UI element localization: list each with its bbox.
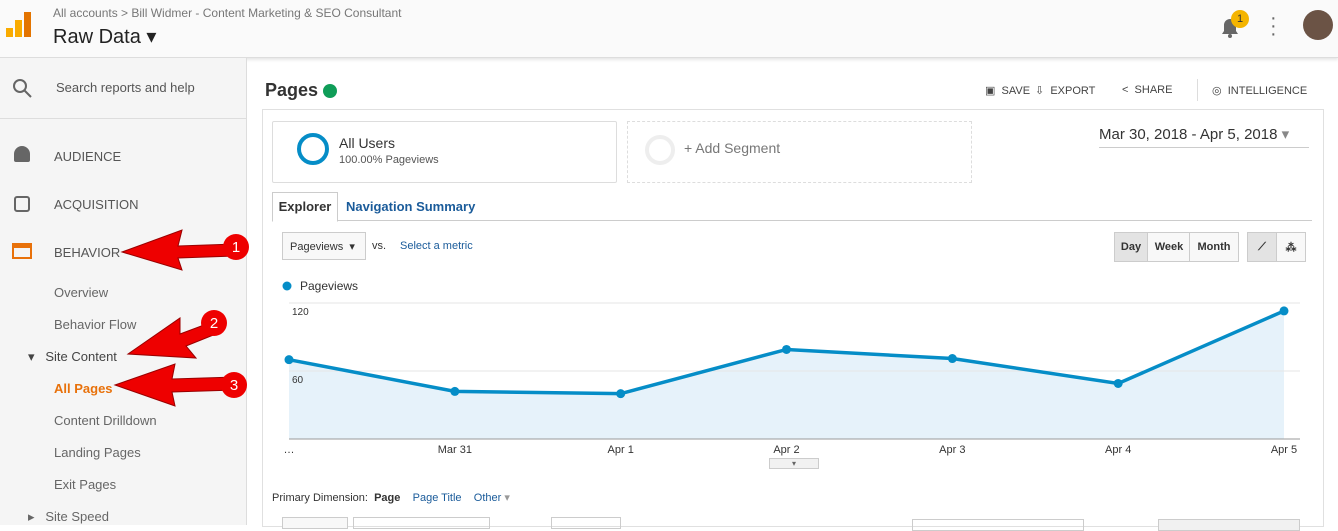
behavior-icon bbox=[12, 243, 32, 259]
chart-type-active[interactable]: ⟋ bbox=[1247, 232, 1277, 262]
table-toolbar bbox=[551, 517, 621, 529]
table-toolbar bbox=[1158, 519, 1300, 531]
label[interactable]: SHARE bbox=[1134, 84, 1173, 96]
person-icon bbox=[14, 146, 30, 162]
tab-line bbox=[272, 220, 1312, 221]
label[interactable]: EXPORT bbox=[1050, 85, 1096, 97]
period[interactable]: Week bbox=[1147, 232, 1191, 262]
action[interactable]: ▣ SAVE bbox=[985, 85, 1031, 97]
view[interactable]: Raw Data bbox=[53, 26, 141, 48]
nav-subitem[interactable]: ▾ Site Content bbox=[28, 349, 117, 364]
primary-dimension: Primary Dimension: Page Page Title Other… bbox=[272, 492, 510, 504]
period-active[interactable]: Day bbox=[1114, 232, 1148, 262]
segment-card[interactable] bbox=[272, 121, 617, 183]
nav-subitem[interactable]: ▸ Site Speed bbox=[28, 509, 109, 524]
segment-name[interactable]: All Users bbox=[339, 135, 396, 151]
logo bbox=[6, 12, 31, 37]
nav-subitem[interactable]: Overview bbox=[54, 285, 109, 300]
date-range[interactable]: Mar 30, 2018 - Apr 5, 2018 ▾ bbox=[1099, 125, 1309, 148]
avatar[interactable] bbox=[1303, 10, 1333, 40]
segment-ring bbox=[297, 133, 329, 165]
sidebar bbox=[0, 58, 247, 525]
option-active[interactable]: Page bbox=[374, 492, 401, 504]
title: Pages bbox=[265, 80, 319, 100]
add-segment[interactable]: + Add Segment bbox=[684, 140, 781, 156]
search-icon bbox=[13, 79, 32, 98]
chart-type[interactable]: ⁂ bbox=[1276, 232, 1306, 262]
label[interactable]: Mar 30, 2018 - Apr 5, 2018 bbox=[1099, 126, 1278, 143]
nav-item[interactable]: ACQUISITION bbox=[54, 197, 139, 212]
label: Primary Dimension: bbox=[272, 492, 368, 504]
label[interactable]: SAVE bbox=[1001, 85, 1031, 97]
option[interactable]: Other bbox=[473, 492, 502, 504]
top-bar bbox=[0, 0, 1338, 58]
tab[interactable]: Navigation Summary bbox=[346, 199, 476, 214]
table-toolbar bbox=[912, 519, 1084, 531]
segment-detail: 100.00% Pageviews bbox=[339, 154, 439, 166]
table-toolbar bbox=[282, 517, 348, 529]
nav-item[interactable]: BEHAVIOR bbox=[54, 245, 121, 260]
add-segment-card[interactable] bbox=[627, 121, 972, 183]
report-title: Pages bbox=[265, 80, 338, 101]
crumb[interactable]: Bill Widmer - Content Marketing & SEO Co… bbox=[131, 6, 402, 20]
action[interactable]: < SHARE bbox=[1122, 84, 1173, 96]
metric-select[interactable]: Pageviews ▾ bbox=[282, 232, 366, 260]
nav-subitem[interactable]: Content Drilldown bbox=[54, 413, 157, 428]
menu-dots[interactable]: · · · bbox=[1270, 7, 1277, 45]
crumb[interactable]: All accounts bbox=[53, 6, 118, 20]
action[interactable]: ◎ INTELLIGENCE bbox=[1212, 85, 1308, 97]
label[interactable]: INTELLIGENCE bbox=[1227, 85, 1308, 97]
nav-subitem-active[interactable]: All Pages bbox=[54, 381, 113, 396]
tab-active[interactable]: Explorer bbox=[272, 192, 338, 222]
label[interactable]: Site Speed bbox=[45, 509, 109, 524]
nav-subitem[interactable]: Landing Pages bbox=[54, 445, 141, 460]
divider bbox=[1197, 79, 1198, 101]
badge: 1 bbox=[1231, 10, 1249, 28]
option[interactable]: Page Title bbox=[412, 492, 462, 504]
action[interactable]: ⇩ EXPORT bbox=[1035, 85, 1096, 97]
acq-icon bbox=[14, 196, 30, 212]
label[interactable]: Pageviews bbox=[290, 241, 344, 253]
collapse-handle[interactable]: ▾ bbox=[769, 458, 819, 469]
nav-item[interactable]: AUDIENCE bbox=[54, 149, 122, 164]
verified bbox=[323, 84, 338, 99]
table-toolbar bbox=[353, 517, 490, 529]
view-name[interactable]: Raw Data ▾ bbox=[53, 26, 157, 48]
vs: vs. bbox=[372, 240, 387, 252]
nav-subitem[interactable]: Exit Pages bbox=[54, 477, 117, 492]
period[interactable]: Month bbox=[1189, 232, 1239, 262]
select-metric[interactable]: Select a metric bbox=[400, 240, 473, 252]
divider bbox=[0, 118, 246, 119]
add-ring bbox=[645, 135, 675, 165]
breadcrumb[interactable]: All accounts > Bill Widmer - Content Mar… bbox=[53, 6, 402, 20]
search[interactable]: Search reports and help bbox=[56, 80, 195, 95]
label[interactable]: Site Content bbox=[45, 349, 117, 364]
nav-subitem[interactable]: Behavior Flow bbox=[54, 317, 137, 332]
